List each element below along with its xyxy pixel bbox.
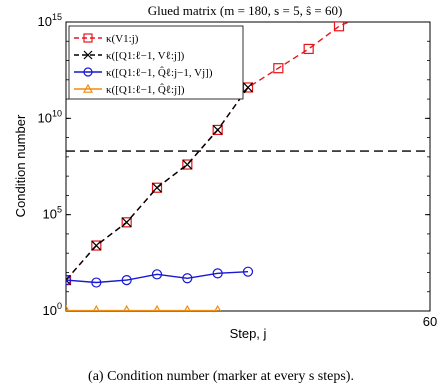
series-0-point bbox=[151, 182, 163, 193]
series-1-point bbox=[121, 217, 132, 228]
series-layer bbox=[66, 22, 351, 311]
series-3-point bbox=[214, 304, 222, 311]
series-3-point bbox=[66, 304, 70, 311]
y-tick-label: 100 bbox=[43, 301, 62, 318]
series-0-point bbox=[91, 240, 102, 251]
series-1-point bbox=[182, 159, 193, 170]
y-tick-label: 1015 bbox=[38, 12, 62, 29]
series-3-point bbox=[123, 304, 131, 311]
y-axis: 100 105 1010 1015 bbox=[38, 12, 430, 318]
legend-marker-2 bbox=[83, 67, 93, 77]
figure-caption: (a) Condition number (marker at every s … bbox=[88, 369, 354, 384]
series-1-point bbox=[152, 182, 162, 193]
legend: κ(V1:j) κ([Q1:ℓ−1, Vℓ:j]) κ([Q1:ℓ−1, Q̂ℓ:j… bbox=[68, 25, 244, 100]
legend-label-3: κ([Q1:ℓ−1, Q̂ℓ:j]) bbox=[106, 83, 185, 96]
series-1-point bbox=[243, 82, 253, 93]
series-2-point bbox=[66, 275, 72, 286]
series-clip-group bbox=[66, 22, 351, 311]
legend-marker-1 bbox=[83, 50, 93, 60]
series-0-point bbox=[273, 63, 284, 74]
y-tick-label: 1010 bbox=[38, 108, 62, 125]
legend-label-2: κ([Q1:ℓ−1, Q̂ℓ:j−1, Vj]) bbox=[106, 66, 213, 79]
series-0-point bbox=[303, 43, 314, 55]
series-line-2 bbox=[66, 271, 249, 284]
y-tick-label: 105 bbox=[43, 205, 62, 222]
series-2 bbox=[66, 266, 254, 288]
legend-label-1: κ([Q1:ℓ−1, Vℓ:j]) bbox=[106, 50, 185, 62]
series-1-point bbox=[91, 240, 102, 251]
series-2-point bbox=[151, 269, 163, 280]
series-3-point bbox=[153, 304, 161, 311]
x-axis-label: Step, j bbox=[230, 326, 267, 341]
legend-marker-3 bbox=[82, 83, 94, 93]
series-2-point bbox=[242, 266, 254, 277]
y-axis-label: Condition number bbox=[13, 114, 28, 217]
legend-label-0: κ(V1:j) bbox=[106, 33, 139, 45]
series-3-point bbox=[92, 304, 100, 311]
series-2-point bbox=[182, 273, 193, 284]
series-2-point bbox=[91, 277, 102, 288]
series-3 bbox=[66, 304, 222, 311]
legend-marker-0 bbox=[83, 33, 93, 43]
x-axis: 60 bbox=[423, 306, 437, 329]
series-0-point bbox=[333, 22, 345, 32]
series-2-point bbox=[121, 275, 132, 286]
series-2-point bbox=[212, 268, 223, 279]
series-0-point bbox=[212, 124, 223, 136]
series-0-point bbox=[242, 82, 254, 93]
series-0-point bbox=[182, 159, 193, 170]
plot-frame bbox=[65, 21, 431, 312]
chart-title: Glued matrix (m = 180, s = 5, ŝ = 60) bbox=[148, 3, 343, 18]
series-1-point bbox=[212, 125, 223, 135]
series-3-point bbox=[183, 304, 191, 311]
x-tick-label: 60 bbox=[423, 314, 437, 329]
series-0-point bbox=[121, 217, 132, 228]
